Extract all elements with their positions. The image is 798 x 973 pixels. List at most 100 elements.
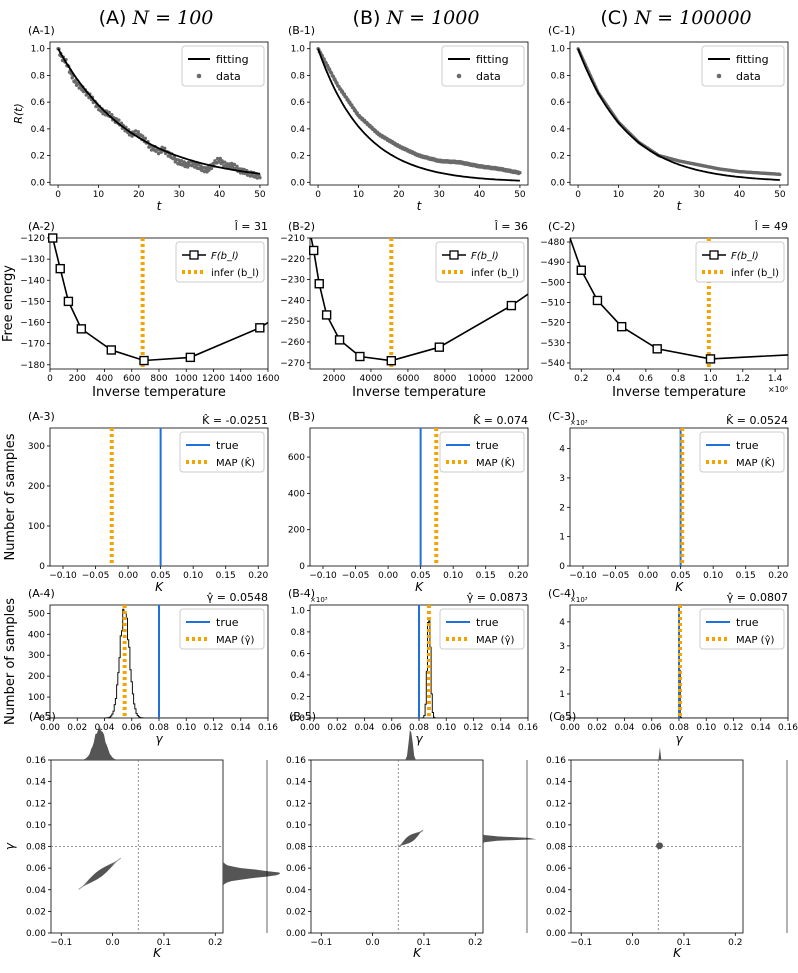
x-axis-label: K [413, 946, 422, 960]
x-tick-label: 1400 [229, 374, 252, 384]
x-tick-label: −0.05 [82, 571, 110, 581]
x-tick-label: 8000 [433, 374, 456, 384]
axes-group: 0 200 400 600 800 1000 1200 1400 1600 −180 −170 −16… [20, 234, 279, 384]
x-axis-label: K [155, 580, 164, 594]
x-axis-label: γ [675, 732, 683, 746]
panel-annotation: γ̂ = 0.0873 [467, 591, 528, 604]
y-tick-label: 0 [39, 714, 45, 724]
y-tick-label: −210 [280, 234, 305, 244]
x-tick-label: 0.15 [476, 571, 496, 581]
y-axis-label: Free energy [1, 265, 16, 342]
x-tick-label: 0.00 [638, 571, 658, 581]
joint-sample [115, 860, 117, 863]
joint-sample [398, 845, 400, 847]
y-tick-label: 0.2 [291, 152, 305, 162]
panel-label: (C-5) [549, 710, 576, 723]
column-title: (A) N = 100 [99, 7, 214, 29]
joint-sample [398, 845, 400, 848]
y-tick-label: −230 [280, 276, 305, 286]
legend: true MAP (γ̂) [179, 608, 265, 650]
joint-cloud [656, 842, 663, 849]
legend-map-label: MAP (γ̂) [476, 634, 514, 646]
x-tick-label: 1.4 [768, 374, 783, 384]
x-axis-label: K [675, 580, 684, 594]
joint-sample [418, 831, 421, 834]
x-tick-label: 0.14 [231, 723, 251, 733]
x-tick-label: 0.6 [639, 374, 654, 384]
panel-annotation: K̂ = 0.074 [473, 414, 528, 427]
legend: true MAP (γ̂) [439, 608, 525, 650]
joint-sample [422, 829, 424, 831]
data-point [133, 129, 138, 133]
x-tick-label: 0.04 [94, 723, 114, 733]
legend-fit-label: fitting [476, 53, 509, 66]
x-tick-label: 30 [693, 190, 705, 200]
legend: true MAP (K̂) [439, 431, 525, 473]
y-tick-label: −260 [280, 338, 305, 348]
x-tick-label: 0.02 [67, 723, 87, 733]
data-point [235, 164, 239, 169]
panel-label: (C-3) [548, 410, 575, 423]
panel-label: (A-1) [28, 24, 55, 37]
y-tick-label: 0.08 [26, 843, 46, 853]
y-tick-label: 400 [288, 489, 305, 499]
marginal-gamma-hist [483, 760, 537, 933]
x-tick-label: 50 [254, 190, 266, 200]
data-point [107, 110, 111, 114]
joint-sample [659, 844, 662, 846]
legend-f-label: F(b_l) [471, 251, 499, 262]
joint-sample [421, 830, 424, 832]
fitting-line [57, 48, 260, 175]
x-tick-label: 0 [315, 190, 321, 200]
data-point [136, 130, 140, 134]
x-tick-label: 0.1 [157, 938, 171, 948]
x-tick-label: 1200 [202, 374, 225, 384]
axes-group: 0 10 20 30 40 50 0.0 0.2 0.4 0.6 0.8 1.0 [551, 41, 789, 200]
y-tick-label: 600 [288, 453, 305, 463]
y-tick-label: 0.4 [31, 125, 46, 135]
y-axis-label: Number of samples [3, 433, 18, 560]
x-tick-label: 50 [514, 190, 526, 200]
x-tick-label: 0.05 [151, 571, 171, 581]
x-tick-label: 0.06 [382, 723, 402, 733]
y-tick-label: 0.8 [551, 71, 566, 81]
x-tick-label: 0.20 [768, 571, 788, 581]
x-tick-label: 0.10 [696, 723, 716, 733]
y-tick-label: 0.10 [26, 821, 46, 831]
axes-frame [569, 427, 789, 567]
axes-group: −0.10 −0.05 0.00 0.05 0.10 0.15 0.20 0 100 200 300 [28, 427, 269, 581]
y-tick-label: 0.12 [26, 799, 46, 809]
data-point [143, 136, 148, 141]
x-tick-label: 200 [69, 374, 86, 384]
y-tick-label: 0.8 [291, 71, 306, 81]
joint-sample [112, 862, 115, 865]
x-tick-label: 10 [353, 190, 365, 200]
x-axis-label: Inverse temperature [352, 385, 486, 400]
free-energy-marker [705, 354, 716, 364]
y-tick-label: 1 [559, 533, 565, 543]
joint-sample [399, 844, 402, 846]
y-tick-label: 100 [28, 522, 45, 532]
joint-sample [659, 844, 662, 846]
panel-annotation: l̂ = 36 [494, 220, 528, 233]
x-tick-label: 0.20 [248, 571, 268, 581]
x-tick-label: 1600 [257, 374, 280, 384]
x-tick-label: 6000 [396, 374, 419, 384]
y-tick-label: 4 [559, 445, 565, 455]
column-label: (C) [600, 7, 634, 29]
axis-exponent: ×10³ [570, 596, 588, 604]
axes-group: −0.10 −0.05 0.00 0.05 0.10 0.15 0.20 0 200 400 600 [288, 427, 529, 581]
legend-box [181, 45, 265, 87]
y-tick-label: −490 [540, 258, 565, 268]
legend-true-label: true [216, 439, 239, 452]
data-point [335, 81, 339, 85]
x-tick-label: 0.16 [518, 723, 538, 733]
y-tick-label: 0.6 [291, 649, 306, 659]
x-tick-label: 0.0 [365, 938, 380, 948]
panel-label: (B-1) [288, 24, 315, 37]
x-tick-label: 0.20 [508, 571, 528, 581]
x-axis-label: t [157, 199, 163, 213]
panel-label: (A-3) [28, 410, 55, 423]
x-tick-label: 50 [774, 190, 786, 200]
y-tick-label: 500 [28, 609, 45, 619]
